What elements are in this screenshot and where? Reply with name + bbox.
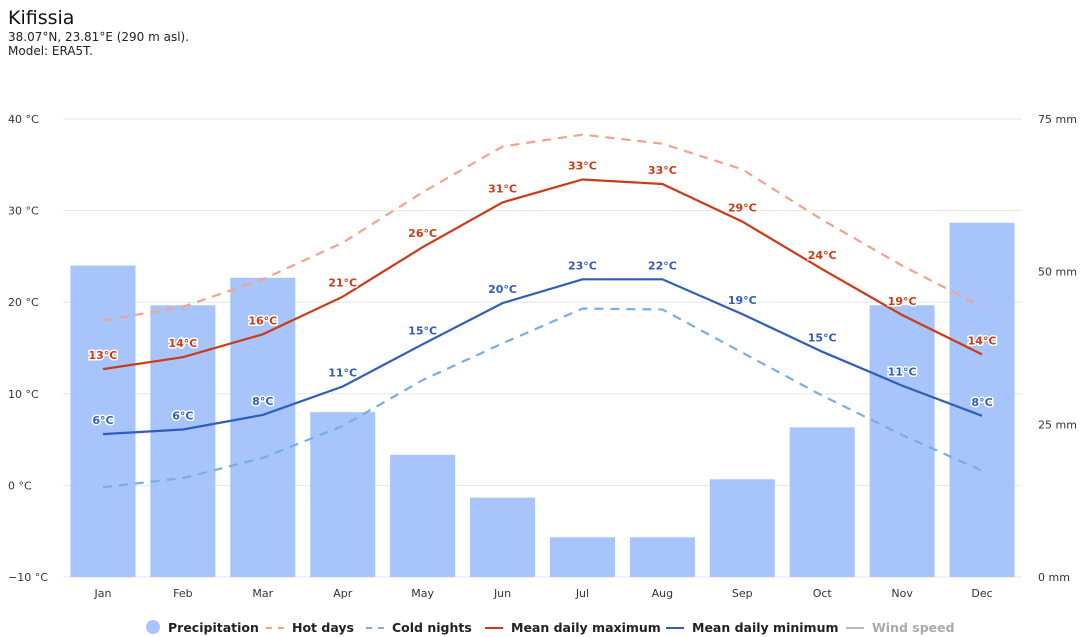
min-temp-data-label: 20°C [488, 283, 517, 296]
x-tick-label: Aug [652, 587, 673, 600]
legend-swatch-mean-daily-maximum [485, 626, 503, 629]
precipitation-bar [629, 537, 695, 577]
hot-days-line [102, 133, 983, 322]
y-right-tick-label: 75 mm [1038, 113, 1077, 126]
min-temp-data-label: 23°C [568, 259, 597, 272]
y-left-tick-label: −10 °C [8, 571, 48, 584]
max-temp-data-label: 19°C [888, 295, 917, 308]
x-tick-label: Jan [93, 587, 111, 600]
max-temp-data-label: 13°C [89, 349, 118, 362]
legend-item-cold-nights[interactable]: Cold nights [366, 620, 472, 635]
x-tick-label: Nov [891, 587, 913, 600]
min-temp-data-label: 11°C [888, 366, 917, 379]
legend-item-mean-daily-minimum[interactable]: Mean daily minimum [666, 620, 839, 635]
legend-item-mean-daily-maximum[interactable]: Mean daily maximum [485, 620, 661, 635]
page-title: Kifissia [8, 7, 75, 29]
precipitation-bar [390, 454, 456, 577]
legend-label-mean-daily-minimum: Mean daily minimum [692, 620, 839, 635]
y-left-tick-label: 10 °C [8, 388, 39, 401]
x-tick-label: Mar [252, 587, 273, 600]
precipitation-bar [789, 427, 855, 577]
min-temp-data-label: 15°C [808, 332, 837, 345]
x-tick-label: Sep [732, 587, 753, 600]
legend-label-cold-nights: Cold nights [392, 620, 472, 635]
min-temp-data-label: 15°C [408, 324, 437, 337]
mean-daily-maximum-line [102, 178, 983, 371]
model-text: Model: ERA5T. [8, 44, 93, 58]
x-tick-label: Dec [971, 587, 992, 600]
precipitation-bar [470, 497, 536, 577]
legend-label-hot-days: Hot days [292, 620, 354, 635]
legend-swatch-hot-days [266, 626, 284, 629]
y-left-tick-label: 30 °C [8, 205, 39, 218]
x-tick-label: Jun [493, 587, 511, 600]
max-temp-data-label: 29°C [728, 202, 757, 215]
y-right-tick-label: 25 mm [1038, 418, 1077, 431]
max-temp-data-label: 14°C [968, 334, 997, 347]
header: Kifissia 38.07°N, 23.81°E (290 m asl). M… [8, 6, 189, 58]
legend-swatch-cold-nights [366, 626, 384, 629]
min-temp-data-label: 11°C [328, 366, 357, 379]
climate-chart: −10 °C 0 °C 10 °C 20 °C 30 °C 40 °C 0 mm 25 mm 5… [8, 113, 1077, 600]
x-tick-label: May [411, 587, 434, 600]
max-temp-data-label: 33°C [568, 159, 597, 172]
x-tick-label: Feb [173, 587, 192, 600]
min-temp-data-label: 19°C [728, 294, 757, 307]
precipitation-bar [310, 412, 376, 577]
y-left-tick-label: 0 °C [8, 479, 32, 492]
min-temp-data-label: 6°C [92, 414, 113, 427]
legend-item-hot-days[interactable]: Hot days [266, 620, 354, 635]
y-left-tick-label: 20 °C [8, 296, 39, 309]
min-temp-data-label: 8°C [252, 395, 273, 408]
min-temp-data-label: 8°C [971, 396, 992, 409]
max-temp-data-label: 16°C [248, 314, 277, 327]
legend-item-wind-speed[interactable]: Wind speed [846, 620, 955, 635]
x-tick-label: Apr [333, 587, 353, 600]
legend-swatch-mean-daily-minimum [666, 626, 684, 629]
coordinates-text: 38.07°N, 23.81°E (290 m asl). [8, 30, 190, 44]
legend-item-precipitation[interactable]: Precipitation [146, 619, 259, 636]
x-tick-label: Jul [575, 587, 589, 600]
legend-label-wind-speed: Wind speed [872, 620, 955, 635]
precipitation-bar [869, 305, 935, 577]
legend-swatch-wind-speed [846, 626, 864, 629]
legend-label-mean-daily-maximum: Mean daily maximum [511, 620, 661, 635]
y-right-tick-label: 50 mm [1038, 266, 1077, 279]
max-temp-data-label: 21°C [328, 277, 357, 290]
y-left-tick-label: 40 °C [8, 113, 39, 126]
mean-daily-minimum-line [102, 278, 983, 436]
precipitation-bar [949, 222, 1015, 577]
cold-nights-line [102, 307, 983, 489]
max-temp-data-label: 26°C [408, 227, 437, 240]
min-temp-data-label: 6°C [172, 410, 193, 423]
max-temp-data-label: 33°C [648, 164, 677, 177]
max-temp-data-label: 24°C [808, 249, 837, 262]
x-tick-label: Oct [813, 587, 833, 600]
min-temp-data-label: 22°C [648, 259, 677, 272]
max-temp-data-label: 14°C [168, 337, 197, 350]
precipitation-bar [549, 537, 615, 577]
y-right-tick-label: 0 mm [1038, 571, 1070, 584]
chart-legend: Precipitation Hot days Cold nights Mean … [0, 619, 1081, 637]
legend-label-precipitation: Precipitation [168, 620, 259, 635]
max-temp-data-label: 31°C [488, 182, 517, 195]
precipitation-bar [709, 479, 775, 577]
precipitation-bar [230, 277, 296, 577]
legend-swatch-precipitation [146, 619, 160, 634]
